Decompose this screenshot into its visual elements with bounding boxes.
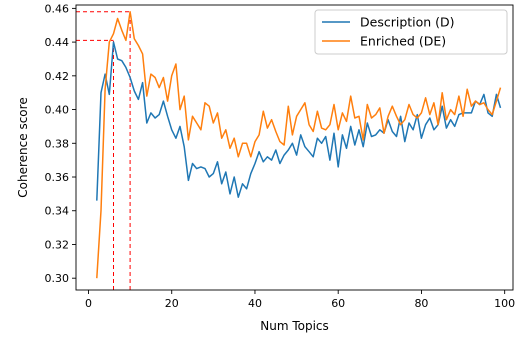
y-tick-label: 0.38 xyxy=(45,137,70,150)
y-tick-label: 0.34 xyxy=(45,205,70,218)
x-axis-ticks: 0 20 40 60 80 100 xyxy=(85,290,515,310)
series-line-enriched xyxy=(96,10,502,279)
y-tick-label: 0.30 xyxy=(45,272,70,285)
y-tick-label: 0.40 xyxy=(45,104,70,117)
y-tick-label: 0.44 xyxy=(45,36,70,49)
legend: Description (D) Enriched (DE) xyxy=(314,9,508,55)
series-line-description xyxy=(96,41,502,201)
x-axis-label: Num Topics xyxy=(260,319,329,333)
y-axis-ticks: 0.30 0.32 0.34 0.36 0.38 0.40 0.42 0.44 0.46 xyxy=(45,2,76,285)
legend-box xyxy=(314,9,508,55)
x-tick-label: 20 xyxy=(165,297,179,310)
legend-label-description: Description (D) xyxy=(360,15,455,30)
plot-frame xyxy=(75,4,514,291)
y-tick-label: 0.36 xyxy=(45,171,70,184)
x-tick-label: 40 xyxy=(248,297,262,310)
x-tick-label: 100 xyxy=(494,297,515,310)
series-layer xyxy=(96,10,502,279)
x-tick-label: 80 xyxy=(414,297,428,310)
y-axis-label: Coherence score xyxy=(16,97,30,197)
x-tick-label: 60 xyxy=(331,297,345,310)
x-tick-label: 0 xyxy=(85,297,92,310)
y-tick-label: 0.42 xyxy=(45,70,70,83)
annotation-layer xyxy=(76,11,131,290)
legend-label-enriched: Enriched (DE) xyxy=(360,34,446,49)
y-tick-label: 0.46 xyxy=(45,2,70,15)
y-tick-label: 0.32 xyxy=(45,238,70,251)
